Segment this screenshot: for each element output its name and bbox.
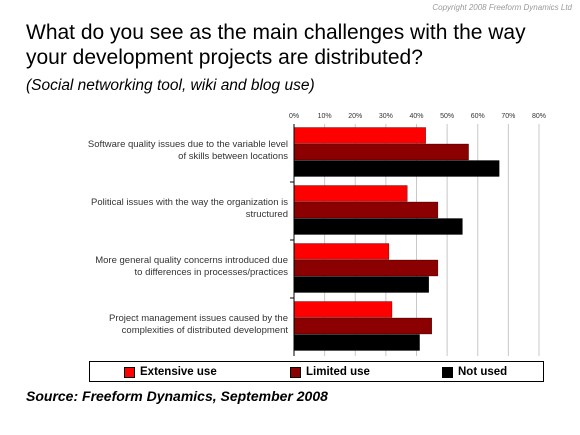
category-label: Political issues with the way the organi… — [18, 197, 288, 221]
legend-item-limited: Limited use — [290, 365, 370, 379]
x-tick-label: 20% — [348, 113, 362, 120]
bar-extensive-use — [293, 301, 393, 318]
chart-legend: Extensive use Limited use Not used — [89, 361, 544, 382]
bar-not-used — [293, 334, 420, 351]
bar-extensive-use — [293, 243, 390, 260]
slide-title: What do you see as the main challenges w… — [26, 21, 526, 69]
category-label: More general quality concerns introduced… — [18, 255, 288, 279]
legend-label-not-used: Not used — [458, 366, 508, 378]
x-tick-label: 50% — [440, 113, 454, 120]
bar-limited-use — [293, 317, 432, 335]
category-label: Project management issues caused by the c… — [18, 313, 288, 337]
x-tick-label: 10% — [318, 113, 332, 120]
legend-swatch-not-used — [442, 366, 453, 378]
x-tick-label: 30% — [379, 113, 393, 120]
category-label-line: Political issues with the way the organi… — [91, 197, 288, 208]
x-tick-label: 40% — [409, 113, 423, 120]
bar-not-used — [293, 218, 463, 235]
bar-limited-use — [293, 201, 439, 219]
x-tick-label: 0% — [289, 113, 299, 120]
x-tick-label: 60% — [471, 113, 485, 120]
category-label-line: of skills between locations — [178, 151, 288, 162]
bar-extensive-use — [293, 185, 408, 202]
category-label: Software quality issues due to the varia… — [18, 139, 288, 163]
bar-not-used — [293, 276, 429, 293]
category-label-line: structured — [245, 209, 288, 220]
legend-swatch-limited — [290, 366, 301, 378]
x-tick-label: 80% — [532, 113, 546, 120]
legend-label-extensive: Extensive use — [140, 366, 217, 378]
copyright-notice: Copyright 2008 Freeform Dynamics Ltd — [432, 3, 572, 12]
bar-not-used — [293, 160, 500, 177]
x-tick-label: 70% — [501, 113, 515, 120]
legend-item-extensive: Extensive use — [124, 365, 217, 379]
bar-limited-use — [293, 143, 469, 161]
category-label-line: Project management issues caused by the — [108, 313, 288, 324]
legend-swatch-extensive — [124, 366, 135, 378]
source-note: Source: Freeform Dynamics, September 200… — [26, 388, 328, 404]
legend-item-not-used: Not used — [442, 365, 507, 379]
category-label-line: complexities of distributed development — [121, 325, 288, 336]
legend-label-limited: Limited use — [306, 366, 370, 378]
slide-subtitle: (Social networking tool, wiki and blog u… — [26, 77, 315, 94]
category-label-line: More general quality concerns introduced… — [95, 255, 288, 266]
category-label-line: to differences in processes/practices — [134, 267, 288, 278]
category-label-line: Software quality issues due to the varia… — [87, 139, 288, 150]
bar-limited-use — [293, 259, 439, 277]
bar-extensive-use — [293, 127, 426, 144]
